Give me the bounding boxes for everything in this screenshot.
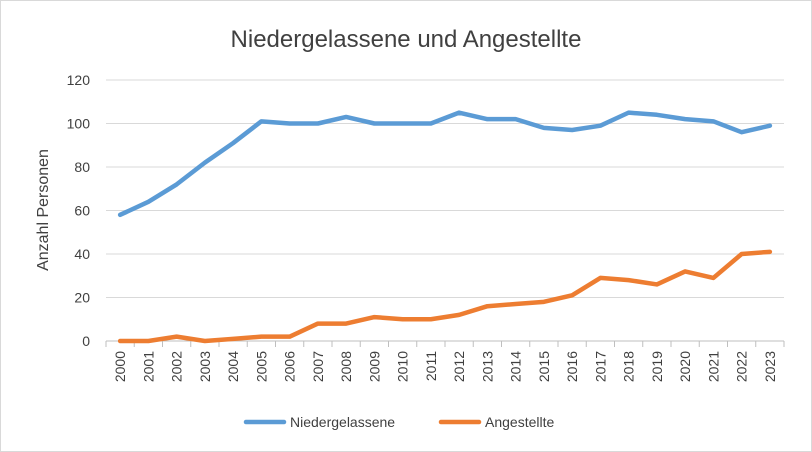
x-tick-label: 2008	[338, 351, 354, 382]
legend: Niedergelassene Angestellte	[243, 414, 554, 430]
x-tick-label: 2006	[282, 351, 298, 382]
x-tick-label: 2002	[169, 351, 185, 382]
x-tick-label: 2010	[395, 351, 411, 382]
y-tick-label: 100	[67, 116, 91, 132]
x-tick-label: 2014	[508, 351, 524, 382]
x-tick-label: 2020	[677, 351, 693, 382]
x-tick-label: 2001	[140, 351, 156, 382]
series-line	[117, 249, 773, 344]
x-tick-label: 2011	[423, 351, 439, 381]
series-line	[117, 110, 773, 218]
x-tick-label: 2003	[197, 351, 213, 382]
y-tick-label: 120	[67, 72, 91, 88]
y-tick-label: 20	[74, 290, 90, 306]
series-lines	[117, 110, 773, 344]
y-tick-label: 0	[82, 333, 90, 349]
x-tick-label: 2017	[592, 351, 608, 382]
x-tick-label: 2005	[253, 351, 269, 382]
x-tick-label: 2023	[762, 351, 778, 382]
x-tick-label: 2019	[649, 351, 665, 382]
x-tick-label: 2012	[451, 351, 467, 382]
x-tick-label: 2022	[734, 351, 750, 382]
y-axis-ticks: 0 20 40 60 80 100 120	[67, 72, 91, 349]
x-tick-label: 2009	[366, 351, 382, 382]
x-tick-label: 2015	[536, 351, 552, 382]
y-axis-title: Anzahl Personen	[35, 149, 52, 271]
x-tick-label: 2016	[564, 351, 580, 382]
gridlines	[105, 79, 785, 347]
y-tick-label: 40	[74, 246, 90, 262]
y-tick-label: 60	[74, 203, 90, 219]
x-tick-label: 2004	[225, 351, 241, 382]
x-tick-label: 2021	[705, 351, 721, 382]
legend-label: Angestellte	[485, 414, 554, 430]
x-tick-label: 2000	[112, 351, 128, 382]
x-tick-label: 2018	[621, 351, 637, 382]
x-axis-ticks: 2000 2001 2002 2003 2004 2005 2006 2007 2008 2009…	[112, 351, 778, 382]
y-tick-label: 80	[74, 159, 90, 175]
chart-title: Niedergelassene und Angestellte	[231, 26, 582, 53]
x-tick-label: 2013	[479, 351, 495, 382]
legend-label: Niedergelassene	[290, 414, 395, 430]
x-tick-label: 2007	[310, 351, 326, 382]
